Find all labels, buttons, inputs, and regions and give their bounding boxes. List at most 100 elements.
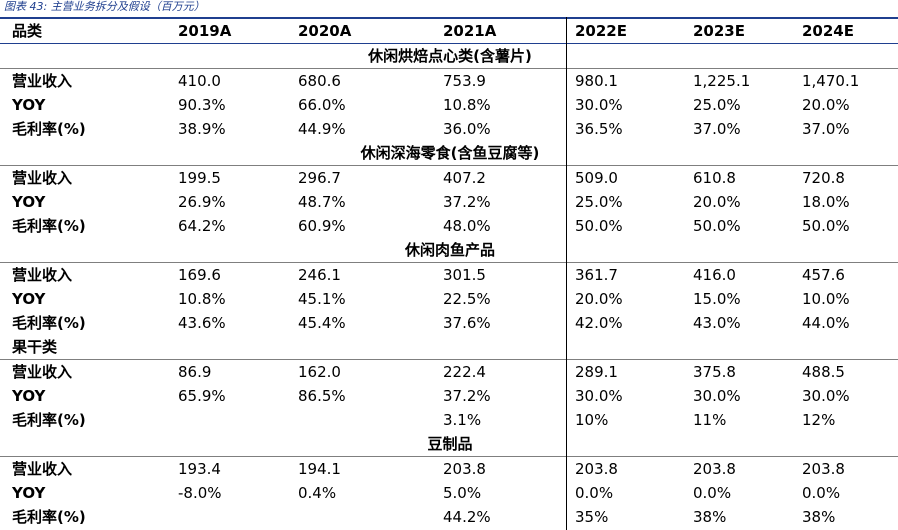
table-cell: 194.1	[298, 460, 341, 478]
table-cell: 38.9%	[178, 120, 226, 138]
table-cell: 44.9%	[298, 120, 346, 138]
table-row: YOY -8.0% 0.4% 5.0% 0.0% 0.0% 0.0%	[0, 481, 898, 505]
table-cell: 37.2%	[443, 193, 491, 211]
table-cell: 90.3%	[178, 96, 226, 114]
table-cell: 720.8	[802, 169, 845, 187]
table-row: 营业收入 169.6 246.1 301.5 361.7 416.0 457.6	[0, 263, 898, 287]
table-cell: 753.9	[443, 72, 486, 90]
section-title: 休闲烘焙点心类(含薯片)	[368, 47, 532, 65]
table-row: 毛利率(%) 64.2% 60.9% 48.0% 50.0% 50.0% 50.…	[0, 214, 898, 238]
table-cell: 680.6	[298, 72, 341, 90]
table-cell: 410.0	[178, 72, 221, 90]
table-cell: 10%	[575, 411, 609, 429]
table-cell: 48.0%	[443, 217, 491, 235]
table-cell: 66.0%	[298, 96, 346, 114]
row-label: 毛利率(%)	[12, 217, 86, 235]
table-cell: 30.0%	[575, 387, 623, 405]
table-cell: 50.0%	[802, 217, 850, 235]
table-cell: 0.4%	[298, 484, 337, 502]
table-cell: 10.8%	[443, 96, 491, 114]
row-label: 毛利率(%)	[12, 411, 86, 429]
table-cell: 375.8	[693, 363, 736, 381]
table-cell: 246.1	[298, 266, 341, 284]
table-cell: 222.4	[443, 363, 486, 381]
table-cell: 25.0%	[693, 96, 741, 114]
table-cell: 30.0%	[802, 387, 850, 405]
table-cell: 20.0%	[802, 96, 850, 114]
table-row: 营业收入 199.5 296.7 407.2 509.0 610.8 720.8	[0, 166, 898, 190]
table-cell: 44.2%	[443, 508, 491, 526]
row-label: YOY	[12, 96, 46, 114]
actual-estimate-divider	[566, 17, 567, 530]
section-title: 豆制品	[427, 435, 473, 453]
table-cell: 30.0%	[575, 96, 623, 114]
row-label: 营业收入	[12, 72, 73, 90]
table-cell: 0.0%	[575, 484, 614, 502]
table-cell: 65.9%	[178, 387, 226, 405]
table-cell: 20.0%	[575, 290, 623, 308]
table-cell: 361.7	[575, 266, 618, 284]
business-breakdown-table: 品类 2019A 2020A 2021A 2022E 2023E 2024E 休…	[0, 17, 898, 529]
table-cell: 38%	[693, 508, 727, 526]
table-cell: 1,470.1	[802, 72, 860, 90]
table-cell: 37.0%	[802, 120, 850, 138]
row-label: 营业收入	[12, 363, 73, 381]
table-cell: 203.8	[802, 460, 845, 478]
section-header: 休闲烘焙点心类(含薯片)	[0, 44, 898, 69]
table-row: 毛利率(%) 44.2% 35% 38% 38%	[0, 505, 898, 529]
table-cell: 37.0%	[693, 120, 741, 138]
table-cell: 5.0%	[443, 484, 482, 502]
table-cell: 509.0	[575, 169, 618, 187]
table-cell: 0.0%	[802, 484, 841, 502]
header-year: 2020A	[298, 22, 352, 40]
table-row: 营业收入 86.9 162.0 222.4 289.1 375.8 488.5	[0, 360, 898, 384]
table-cell: 301.5	[443, 266, 486, 284]
table-row: 毛利率(%) 38.9% 44.9% 36.0% 36.5% 37.0% 37.…	[0, 117, 898, 141]
row-label: 营业收入	[12, 266, 73, 284]
table-cell: 86.5%	[298, 387, 346, 405]
section-header: 休闲深海零食(含鱼豆腐等)	[0, 141, 898, 166]
table-cell: 50.0%	[693, 217, 741, 235]
table-cell: 203.8	[443, 460, 486, 478]
table-cell: 37.2%	[443, 387, 491, 405]
table-cell: 162.0	[298, 363, 341, 381]
table-cell: 169.6	[178, 266, 221, 284]
table-cell: 10.0%	[802, 290, 850, 308]
header-year: 2023E	[693, 22, 745, 40]
table-cell: 43.6%	[178, 314, 226, 332]
table-cell: 36.0%	[443, 120, 491, 138]
table-cell: 45.1%	[298, 290, 346, 308]
section-header: 休闲肉鱼产品	[0, 238, 898, 263]
table-cell: 42.0%	[575, 314, 623, 332]
row-label: 毛利率(%)	[12, 508, 86, 526]
table-cell: 10.8%	[178, 290, 226, 308]
table-cell: 35%	[575, 508, 609, 526]
table-cell: 37.6%	[443, 314, 491, 332]
row-label: 营业收入	[12, 460, 73, 478]
header-year: 2022E	[575, 22, 627, 40]
section-header: 果干类	[0, 335, 898, 360]
section-header: 豆制品	[0, 432, 898, 457]
table-cell: 199.5	[178, 169, 221, 187]
table-row: 营业收入 410.0 680.6 753.9 980.1 1,225.1 1,4…	[0, 69, 898, 93]
header-year: 2019A	[178, 22, 232, 40]
table-row: YOY 26.9% 48.7% 37.2% 25.0% 20.0% 18.0%	[0, 190, 898, 214]
table-caption: 图表 43: 主营业务拆分及假设（百万元）	[4, 0, 205, 13]
table-cell: 43.0%	[693, 314, 741, 332]
row-label: YOY	[12, 290, 46, 308]
section-title: 果干类	[12, 338, 58, 356]
table-cell: 203.8	[575, 460, 618, 478]
row-label: YOY	[12, 193, 46, 211]
table-cell: 416.0	[693, 266, 736, 284]
table-cell: 64.2%	[178, 217, 226, 235]
table-cell: 60.9%	[298, 217, 346, 235]
table-cell: 3.1%	[443, 411, 482, 429]
header-year: 2021A	[443, 22, 497, 40]
table-cell: -8.0%	[178, 484, 222, 502]
table-cell: 48.7%	[298, 193, 346, 211]
table-cell: 980.1	[575, 72, 618, 90]
table-row: YOY 90.3% 66.0% 10.8% 30.0% 25.0% 20.0%	[0, 93, 898, 117]
row-label: 毛利率(%)	[12, 314, 86, 332]
table-row: 毛利率(%) 43.6% 45.4% 37.6% 42.0% 43.0% 44.…	[0, 311, 898, 335]
table-cell: 0.0%	[693, 484, 732, 502]
